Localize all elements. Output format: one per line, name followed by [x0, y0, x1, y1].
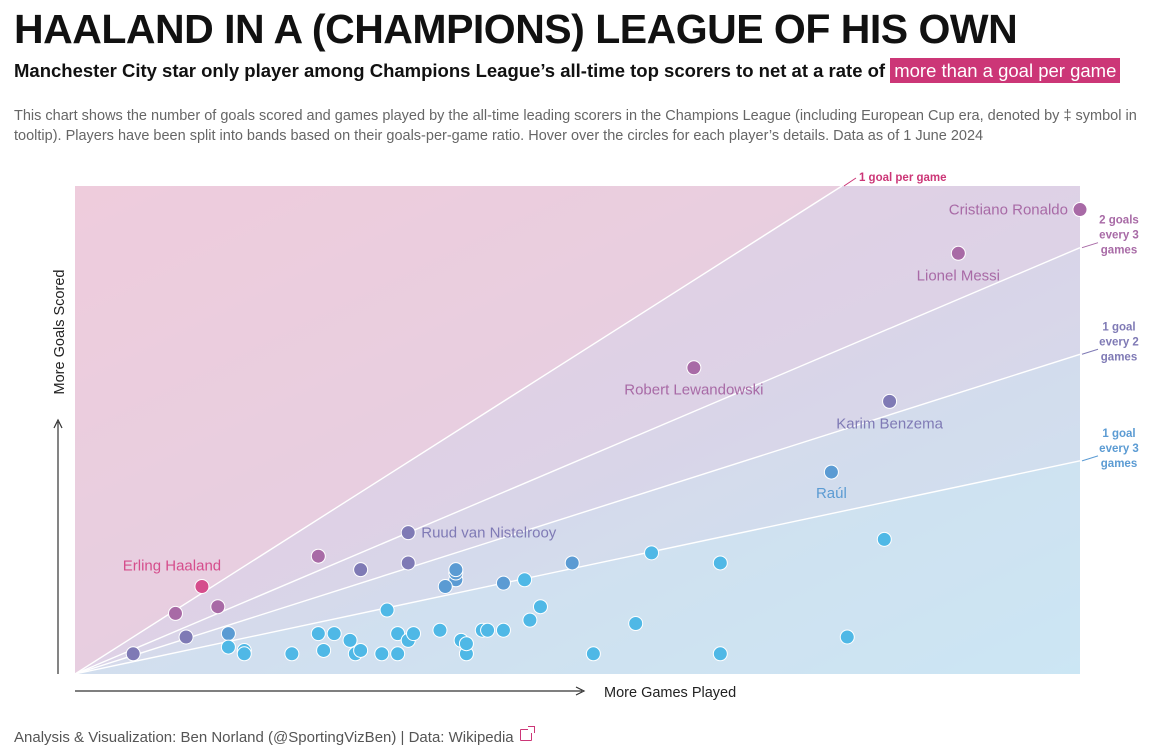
point-label: Raúl	[816, 485, 847, 502]
data-point[interactable]	[517, 572, 533, 588]
data-point[interactable]	[310, 626, 326, 642]
reference-label: 2 goals	[1099, 215, 1139, 227]
x-axis-label: More Games Played	[604, 685, 736, 701]
reference-label: every 3	[1099, 443, 1139, 455]
external-link-icon[interactable]	[519, 726, 535, 741]
data-point[interactable]	[310, 548, 326, 564]
data-point[interactable]	[532, 599, 548, 615]
reference-label: 1 goal	[1102, 428, 1135, 440]
scatter-chart: 1 goal per game 2 goals every 3 games 1 goal…	[52, 172, 1139, 701]
label-leader	[1081, 348, 1099, 355]
data-point[interactable]	[458, 636, 474, 652]
footer-credit: Analysis & Visualization: Ben Norland (@…	[14, 729, 514, 746]
point-labels: Cristiano Ronaldo Lionel Messi Robert Lewa…	[123, 202, 1068, 575]
reference-line	[74, 353, 1081, 675]
point-label: Robert Lewandowski	[624, 382, 763, 399]
axes: More Goals Scored More Games Played	[52, 270, 736, 701]
reference-line	[74, 247, 1081, 675]
reference-label: every 3	[1099, 230, 1139, 242]
chart-description: This chart shows the number of goals sco…	[14, 108, 1137, 144]
label-leader	[1081, 455, 1099, 462]
point-label: Erling Haaland	[123, 557, 221, 574]
data-point[interactable]	[236, 646, 252, 662]
data-point[interactable]	[448, 562, 464, 578]
data-point[interactable]	[585, 646, 601, 662]
data-point[interactable]	[178, 629, 194, 645]
data-point[interactable]	[400, 555, 416, 571]
reference-labels: 1 goal per game 2 goals every 3 games 1 goal…	[843, 172, 1139, 470]
label-leader	[843, 177, 857, 187]
ratio-band	[75, 186, 1080, 674]
data-point[interactable]	[353, 642, 369, 658]
reference-label: games	[1101, 458, 1137, 470]
data-point[interactable]	[210, 599, 226, 615]
data-point[interactable]	[644, 545, 660, 561]
label-leader	[1081, 242, 1099, 249]
data-point[interactable]	[564, 555, 580, 571]
data-point[interactable]	[125, 646, 141, 662]
data-point[interactable]	[686, 360, 702, 376]
data-point[interactable]	[390, 626, 406, 642]
data-point[interactable]	[495, 575, 511, 591]
data-point[interactable]	[220, 639, 236, 655]
data-point[interactable]	[950, 245, 966, 261]
point-label: Karim Benzema	[836, 415, 943, 432]
reference-label: 1 goal	[1102, 321, 1135, 333]
data-point[interactable]	[220, 626, 236, 642]
data-point[interactable]	[168, 605, 183, 621]
data-point[interactable]	[495, 622, 511, 638]
y-axis-label: More Goals Scored	[52, 270, 68, 395]
data-point[interactable]	[437, 578, 453, 594]
data-point[interactable]	[823, 464, 839, 480]
data-point[interactable]	[480, 622, 496, 638]
data-point[interactable]	[353, 562, 369, 578]
data-point[interactable]	[522, 612, 538, 628]
data-point[interactable]	[400, 525, 416, 541]
data-point[interactable]	[1072, 202, 1088, 218]
reference-label: every 2	[1099, 336, 1139, 348]
reference-label: games	[1101, 351, 1137, 363]
subtitle-highlight: more than a goal per game	[890, 58, 1121, 83]
point-label: Ruud van Nistelrooy	[421, 525, 557, 542]
data-point[interactable]	[194, 578, 210, 594]
chart-title: HAALAND IN A (CHAMPIONS) LEAGUE OF HIS O…	[14, 6, 1018, 52]
data-point[interactable]	[326, 626, 342, 642]
data-point[interactable]	[712, 646, 728, 662]
data-point[interactable]	[876, 531, 892, 547]
reference-label: 1 goal per game	[859, 172, 947, 184]
data-point[interactable]	[316, 642, 332, 658]
point-label: Lionel Messi	[917, 267, 1000, 284]
data-point[interactable]	[882, 393, 898, 409]
data-point[interactable]	[712, 555, 728, 571]
data-point[interactable]	[406, 626, 422, 642]
data-points	[125, 202, 1088, 662]
data-point[interactable]	[628, 616, 644, 632]
footer: Analysis & Visualization: Ben Norland (@…	[14, 726, 535, 746]
data-point[interactable]	[374, 646, 390, 662]
ratio-band	[75, 186, 1080, 674]
subtitle-text: Manchester City star only player among C…	[14, 60, 891, 81]
data-point[interactable]	[284, 646, 300, 662]
reference-label: games	[1101, 245, 1137, 257]
data-point[interactable]	[839, 629, 855, 645]
data-point[interactable]	[390, 646, 406, 662]
chart-subtitle: Manchester City star only player among C…	[14, 58, 1121, 83]
point-label: Cristiano Ronaldo	[949, 202, 1068, 219]
data-point[interactable]	[379, 602, 395, 618]
data-point[interactable]	[432, 622, 448, 638]
data-point[interactable]	[342, 632, 358, 648]
